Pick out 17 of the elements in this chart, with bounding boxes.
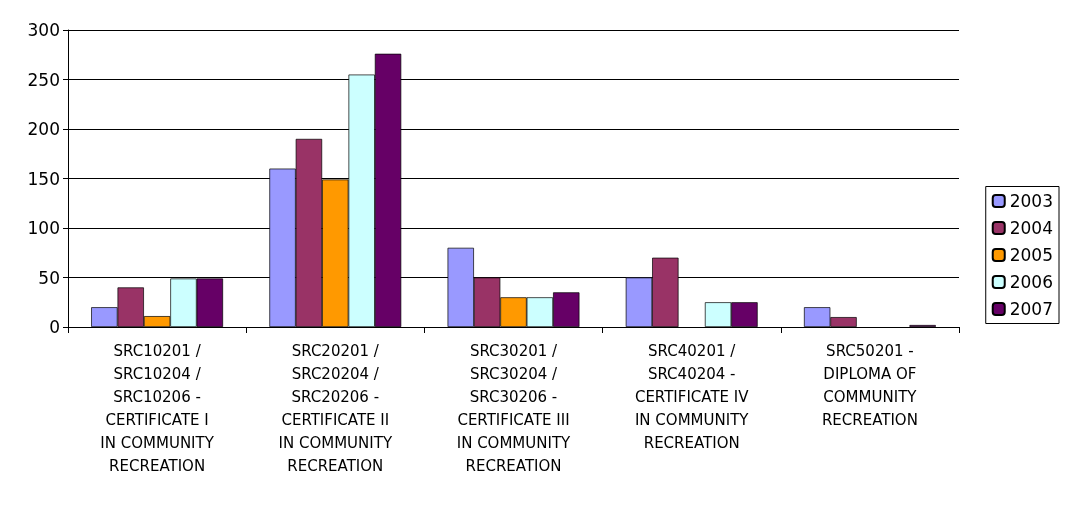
legend-label: 2003	[1009, 191, 1053, 211]
x-tick-label: SRC20201 / SRC20204 / SRC20206 - CERTIFICATE II IN COMMUNITY RECREATION	[278, 341, 393, 475]
y-tick-label: 200	[27, 119, 60, 139]
y-tick-label: 250	[27, 69, 60, 90]
legend-label: 2006	[1009, 272, 1053, 292]
legend-label: 2007	[1009, 299, 1053, 319]
y-tick-label: 50	[38, 267, 60, 288]
x-tick-label: SRC10201 / SRC10204 / SRC10206 - CERTIFICATE I IN COMMUNITY RECREATION	[100, 341, 215, 475]
legend-label: 2005	[1009, 245, 1053, 265]
y-tick-label: 150	[27, 168, 60, 189]
x-tick-label: SRC40201 / SRC40204 - CERTIFICATE IV IN COMMUNITY RECREATION	[634, 341, 750, 452]
y-tick-label: 300	[27, 20, 60, 40]
legend-label: 2004	[1009, 218, 1053, 238]
x-tick-label: SRC30201 / SRC30204 / SRC30206 - CERTIFICATE III IN COMMUNITY RECREATION	[456, 341, 572, 475]
y-tick-label: 0	[49, 317, 60, 337]
y-tick-label: 100	[27, 218, 60, 238]
x-tick-label: SRC50201 - DIPLOMA OF COMMUNITY RECREATION	[821, 341, 918, 429]
